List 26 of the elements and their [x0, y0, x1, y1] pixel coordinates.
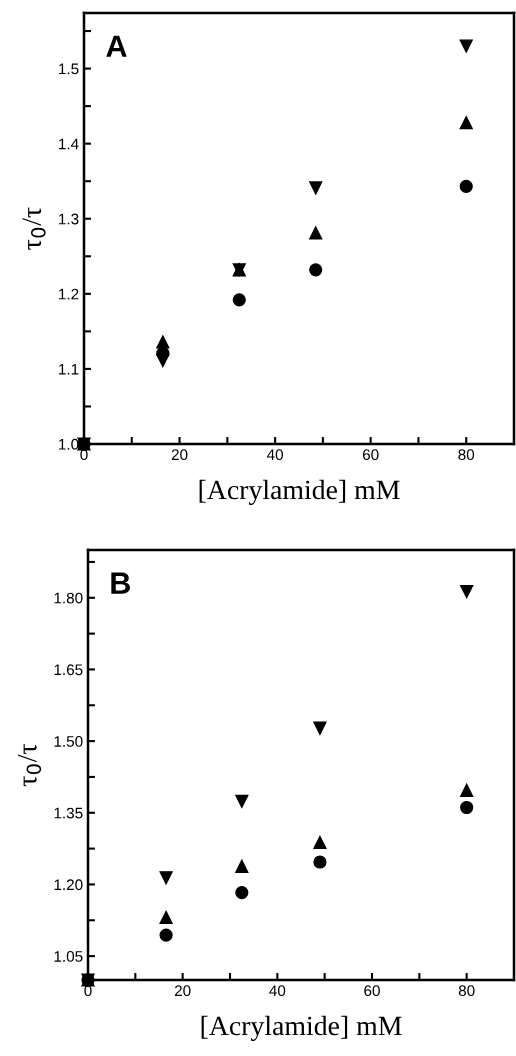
x-tick-label: 20 [174, 985, 191, 997]
y-tick-label: 1.2 [59, 288, 79, 300]
y-tick-label: 1.80 [54, 592, 83, 604]
x-tick-label: 60 [362, 449, 379, 461]
x-tick-label: 40 [269, 985, 286, 997]
x-tick-label: 40 [266, 449, 284, 461]
y-axis-title: τ$_{0}$/τ [18, 743, 42, 787]
y-tick-label: 1.4 [59, 138, 79, 150]
annotation: A [106, 35, 127, 57]
x-tick-label: 20 [171, 449, 188, 461]
y-tick-label: 1.3 [59, 213, 79, 225]
y-tick-label: 1.35 [54, 807, 83, 819]
x-axis-title: [Acrylamide] mM [201, 1015, 402, 1042]
y-tick-label: 1.0 [59, 438, 79, 450]
x-tick-label: 80 [458, 449, 475, 461]
x-axis-title: [Acrylamide] mM [199, 479, 400, 506]
annotation: B [111, 572, 130, 594]
y-tick-label: 1.1 [59, 363, 79, 375]
y-tick-label: 1.65 [54, 664, 83, 676]
y-tick-label: 1.05 [54, 950, 83, 962]
x-tick-label: 80 [458, 985, 475, 997]
y-tick-label: 1.20 [54, 879, 83, 891]
y-axis-title: τ$_{0}$/τ [22, 207, 46, 250]
y-tick-label: 1.5 [59, 63, 79, 75]
x-tick-label: 60 [364, 985, 380, 997]
y-tick-label: 1.50 [54, 735, 83, 747]
